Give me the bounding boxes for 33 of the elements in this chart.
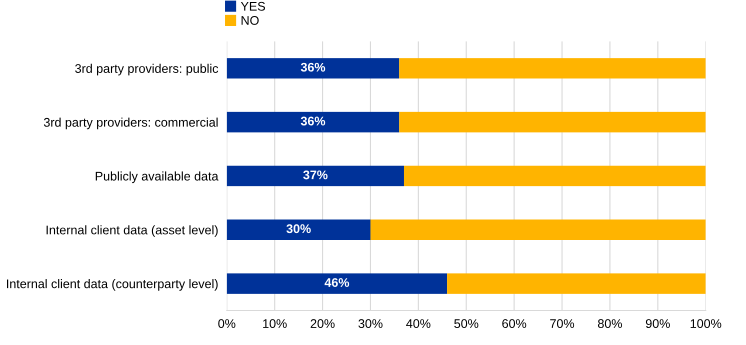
data-label: 46% xyxy=(324,278,350,287)
x-tick-label: 90% xyxy=(646,319,670,328)
bar xyxy=(399,58,706,79)
x-tick-label: 40% xyxy=(406,319,430,328)
bar xyxy=(226,58,400,79)
x-tick-label: 50% xyxy=(454,319,478,328)
bar xyxy=(226,112,400,132)
bar xyxy=(226,273,448,294)
x-tick-label: 10% xyxy=(263,319,287,328)
bar xyxy=(226,166,404,186)
bar xyxy=(447,273,706,294)
x-tick-label: 70% xyxy=(550,319,574,328)
data-label: 30% xyxy=(286,224,311,234)
x-tick-label: 20% xyxy=(310,319,335,328)
x-tick-label: 60% xyxy=(502,319,526,328)
bar xyxy=(404,166,706,186)
data-label: 36% xyxy=(300,116,326,126)
data-label: 37% xyxy=(303,170,328,180)
x-tick-label: 0% xyxy=(218,319,236,328)
bar xyxy=(370,220,706,240)
x-tick-label: 80% xyxy=(598,319,622,328)
y-tick-label: Internal client data (asset level) xyxy=(46,225,218,237)
y-tick-label: 3rd party providers: commercial xyxy=(44,118,218,130)
y-tick-label: Publicly available data xyxy=(96,171,218,184)
bar xyxy=(226,220,370,240)
legend-label: NO xyxy=(242,16,259,25)
x-tick-label: 30% xyxy=(358,319,383,328)
y-tick-label: Internal client data (counterparty level) xyxy=(7,279,218,291)
y-tick-label: 3rd party providers: public xyxy=(75,64,218,76)
data-label: 36% xyxy=(300,62,326,72)
bar xyxy=(399,112,706,132)
legend-label: YES xyxy=(240,2,266,11)
x-tick-label: 100% xyxy=(690,319,722,328)
